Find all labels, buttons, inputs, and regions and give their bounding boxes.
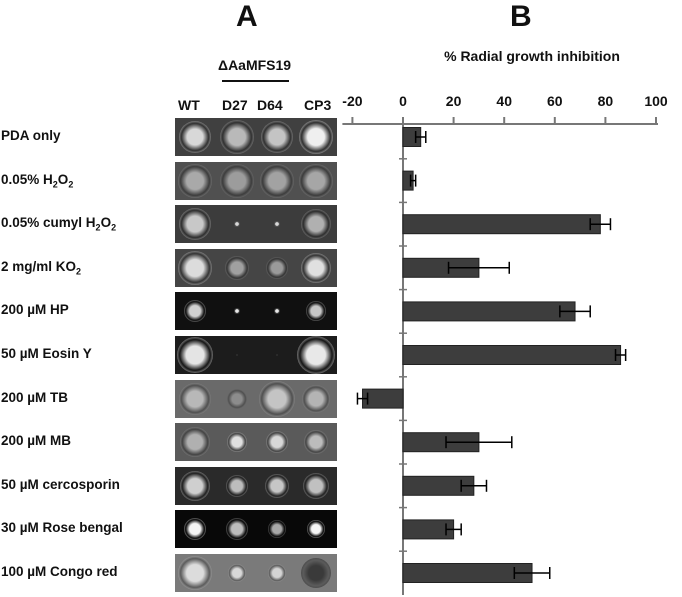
colony <box>268 564 286 582</box>
colony <box>178 250 212 285</box>
colony <box>266 431 288 454</box>
bar <box>402 301 576 322</box>
colony <box>234 308 240 315</box>
colony <box>228 564 246 582</box>
treatment-label: 0.05% cumyl H2O2 <box>1 215 117 233</box>
colony <box>227 432 247 453</box>
colony <box>303 472 329 499</box>
colony <box>184 518 206 541</box>
x-tick-label: 60 <box>547 93 563 109</box>
plate-strip <box>175 466 337 505</box>
treatment-label: 200 µM HP <box>1 302 69 318</box>
x-tick-label: 40 <box>496 93 512 109</box>
plate-strip <box>175 379 337 418</box>
plate-strip <box>175 423 337 462</box>
colony <box>226 474 248 497</box>
colony <box>268 520 286 539</box>
treatment-label: PDA only <box>1 128 61 143</box>
colony <box>234 221 240 228</box>
colony <box>179 208 211 241</box>
bar <box>362 388 404 409</box>
plate-strip <box>175 248 337 287</box>
colony <box>260 163 294 198</box>
colony <box>307 520 325 539</box>
strain-label-cp3: CP3 <box>304 97 332 113</box>
panel-b-letter: B <box>510 0 532 33</box>
colony <box>227 388 247 409</box>
colony <box>304 430 328 455</box>
colony <box>297 336 335 374</box>
treatment-label: 50 µM Eosin Y <box>1 346 92 361</box>
treatment-label: 200 µM MB <box>1 433 72 449</box>
colony <box>178 163 212 198</box>
strain-label-d64: D64 <box>257 97 283 113</box>
strain-label-d27: D27 <box>222 97 248 113</box>
plate-strip <box>175 336 337 374</box>
panel-a-letter: A <box>236 0 258 33</box>
bar <box>402 214 601 235</box>
colony <box>274 221 280 228</box>
colony <box>301 252 331 283</box>
colony <box>265 473 289 498</box>
colony <box>180 427 210 458</box>
x-tick-label: 0 <box>399 93 407 109</box>
colony <box>299 120 333 154</box>
colony <box>178 556 212 590</box>
colony <box>266 256 288 279</box>
colony <box>179 382 211 415</box>
colony <box>225 255 249 280</box>
x-tick-label: 100 <box>644 93 668 109</box>
chart-title: % Radial growth inhibition <box>444 48 620 64</box>
bar <box>402 563 533 583</box>
treatment-label: 2 mg/ml KO2 <box>1 258 82 277</box>
colony <box>274 308 280 315</box>
plate-strip <box>175 205 337 244</box>
x-tick-label: 20 <box>446 93 462 109</box>
colony <box>184 300 206 323</box>
colony <box>259 380 295 417</box>
mutant-group-label: ΔAaMFS19 <box>218 57 292 73</box>
treatment-label: 100 µM Congo red <box>1 564 118 579</box>
treatment-label: 50 µM cercosporin <box>1 476 120 492</box>
colony <box>301 558 331 588</box>
bar <box>402 345 622 365</box>
colony <box>261 121 293 153</box>
colony <box>235 353 239 357</box>
colony <box>299 163 333 198</box>
colony <box>180 470 210 501</box>
plate-strip <box>175 292 337 331</box>
colony <box>302 384 330 413</box>
colony <box>275 353 279 357</box>
mutant-group-bracket <box>222 80 289 82</box>
plate-strip <box>175 510 337 549</box>
plate-strip <box>175 118 337 156</box>
x-tick-label: -20 <box>342 93 362 109</box>
colony <box>220 163 254 198</box>
colony <box>177 337 213 373</box>
treatment-label: 0.05% H2O2 <box>1 171 74 190</box>
plate-strip <box>175 554 337 592</box>
plate-strip <box>175 161 337 200</box>
colony <box>179 121 211 153</box>
x-tick-label: 80 <box>598 93 614 109</box>
treatment-label: 200 µM TB <box>1 389 69 405</box>
treatment-label: 30 µM Rose bengal <box>1 520 123 536</box>
colony <box>306 301 326 322</box>
colony <box>220 120 254 154</box>
colony <box>301 209 331 240</box>
colony <box>226 518 248 541</box>
strain-label-wt: WT <box>178 97 200 113</box>
